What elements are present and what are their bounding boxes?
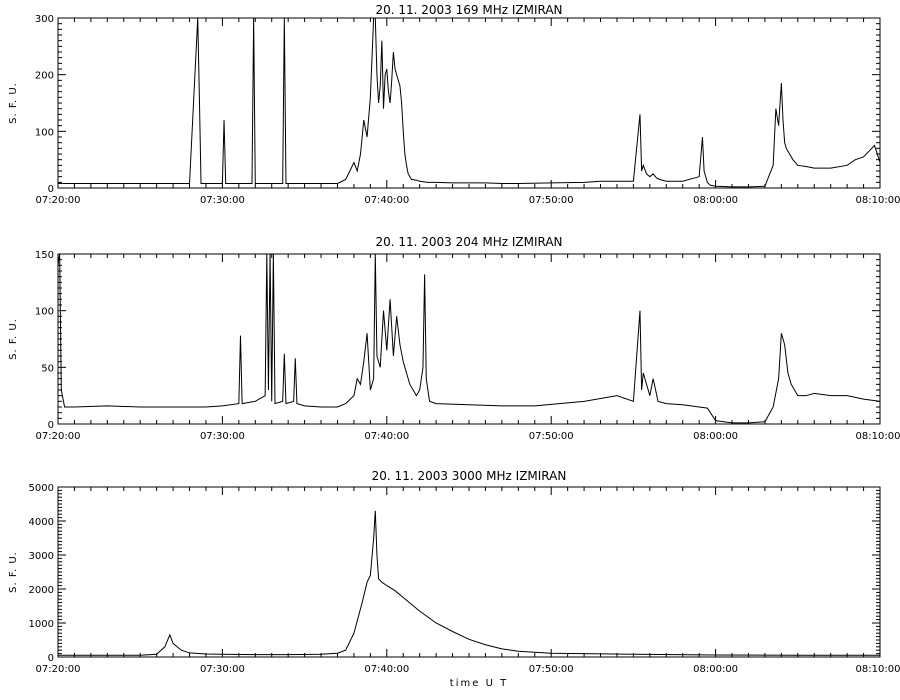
x-tick-label: 07:40:00 (364, 664, 409, 675)
y-tick-label: 100 (35, 127, 54, 138)
x-tick-label: 07:40:00 (364, 195, 409, 206)
panel-204mhz: 20. 11. 2003 204 MHz IZMIRAN S. F. U. 07:2… (8, 235, 900, 442)
y-tick-label: 100 (35, 307, 54, 318)
y-tick-label: 300 (35, 14, 54, 25)
x-tick-label: 07:30:00 (200, 431, 245, 442)
x-tick-label: 08:00:00 (693, 664, 738, 675)
panel-169mhz: 20. 11. 2003 169 MHz IZMIRAN S. F. U. 07:2… (8, 3, 900, 206)
panel-3000mhz: 20. 11. 2003 3000 MHz IZMIRAN S. F. U. tim… (8, 469, 900, 689)
chart-title: 20. 11. 2003 204 MHz IZMIRAN (375, 235, 562, 249)
x-tick-label: 07:50:00 (529, 664, 574, 675)
series-line (58, 17, 881, 188)
series-line (58, 510, 880, 656)
y-tick-label: 0 (48, 184, 54, 195)
x-tick-label: 07:20:00 (36, 195, 81, 206)
x-tick-label: 07:30:00 (200, 664, 245, 675)
y-tick-label: 200 (35, 71, 54, 82)
x-axis-label: time U T (450, 678, 508, 689)
x-tick-label: 07:30:00 (200, 195, 245, 206)
x-tick-label: 07:20:00 (36, 431, 81, 442)
y-tick-label: 0 (48, 653, 54, 664)
plot-frame (57, 253, 881, 425)
chart-title: 20. 11. 2003 169 MHz IZMIRAN (375, 3, 562, 17)
plot-frame (57, 17, 881, 189)
y-tick-label: 50 (41, 363, 54, 374)
x-tick-label: 08:10:00 (856, 664, 900, 675)
x-tick-label: 07:40:00 (364, 431, 409, 442)
y-tick-label: 4000 (29, 517, 54, 528)
y-axis-label: S. F. U. (8, 551, 19, 593)
y-tick-label: 0 (48, 420, 54, 431)
x-tick-label: 08:00:00 (693, 195, 738, 206)
chart-title: 20. 11. 2003 3000 MHz IZMIRAN (372, 469, 567, 483)
x-tick-label: 07:50:00 (529, 431, 574, 442)
x-tick-label: 08:10:00 (856, 195, 900, 206)
y-tick-label: 3000 (29, 551, 54, 562)
x-tick-label: 07:50:00 (529, 195, 574, 206)
y-axis-label: S. F. U. (8, 318, 19, 360)
y-tick-label: 2000 (29, 585, 54, 596)
series-line (57, 253, 881, 424)
y-tick-label: 1000 (29, 619, 54, 630)
plot-frame (57, 486, 881, 658)
x-tick-label: 08:10:00 (856, 431, 900, 442)
y-axis-label: S. F. U. (8, 82, 19, 124)
y-tick-label: 150 (35, 250, 54, 261)
y-tick-label: 5000 (29, 483, 54, 494)
x-tick-label: 07:20:00 (36, 664, 81, 675)
x-tick-label: 08:00:00 (693, 431, 738, 442)
